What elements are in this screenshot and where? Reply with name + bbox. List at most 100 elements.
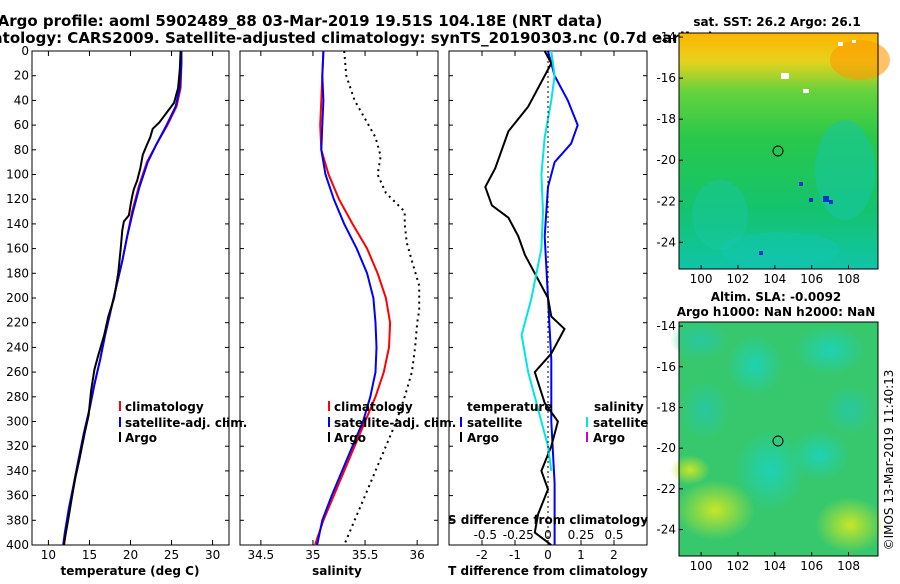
x-tick-label: 36 [410, 548, 425, 562]
map-y-tick-label: -14 [656, 30, 676, 44]
imos-credit: ©IMOS 13-Mar-2019 11:40:13 [882, 370, 896, 551]
x-tick-label: 35.5 [352, 548, 379, 562]
map-x-tick-label: 100 [690, 272, 713, 286]
legend-s-argo: Argo [593, 431, 625, 445]
series-t-satellite [543, 50, 579, 545]
y-tick-label: 20 [14, 69, 29, 83]
temperature-panel: 10 15 20 25 30 0 20 40 60 80 100 120 140 160 180 200 22… [6, 44, 247, 578]
x-tick-label: 2 [610, 548, 618, 562]
x-tick-label: 25 [164, 548, 179, 562]
map-y-tick-label: -22 [656, 482, 676, 496]
map-y-tick-label: -18 [656, 400, 676, 414]
sla-map-title-line1: Altim. SLA: -0.0092 [711, 290, 842, 304]
y-tick-label: 60 [14, 118, 29, 132]
legend-argo: Argo [125, 431, 157, 445]
legend-salinity-title: salinity [594, 400, 644, 414]
series-t-argo [484, 50, 566, 546]
y-tick-label: 100 [6, 168, 29, 182]
map-y-tick-label: -20 [656, 153, 676, 167]
series-argo [343, 50, 421, 546]
sst-map: sat. SST: 26.2 Argo: 26.1 100 102 104 106 10… [656, 15, 890, 286]
argo-location-marker [772, 145, 784, 157]
s-diff-tick-label: -0.25 [503, 528, 534, 542]
y-tick-label: 240 [6, 340, 29, 354]
y-tick-label: 320 [6, 439, 29, 453]
temperature-plot-frame [31, 50, 230, 546]
map-x-tick-label: 102 [727, 272, 750, 286]
y-tick-label: 260 [6, 365, 29, 379]
map-y-tick-label: -22 [656, 194, 676, 208]
map-y-tick-label: -20 [656, 441, 676, 455]
argo-location-marker-2 [772, 435, 784, 447]
s-diff-tick-label: 0 [544, 528, 552, 542]
salinity-xlabel: salinity [312, 564, 362, 578]
y-tick-label: 160 [6, 242, 29, 256]
map-y-tick-label: -16 [656, 360, 676, 374]
x-tick-label: 15 [82, 548, 97, 562]
sla-map: Altim. SLA: -0.0092 Argo h1000: NaN h200… [656, 290, 885, 573]
y-tick-label: 340 [6, 464, 29, 478]
y-tick-label: 120 [6, 192, 29, 206]
map-x-tick-label: 102 [727, 559, 750, 573]
s-difference-label: S difference from climatology [448, 513, 648, 527]
salinity-legend: climatology satellite-adj. clim. Argo [328, 400, 456, 445]
map-y-tick-label: -24 [656, 523, 676, 537]
map-x-tick-label: 100 [690, 559, 713, 573]
x-tick-label: 34.5 [247, 548, 274, 562]
legend-climatology: climatology [125, 400, 204, 414]
map-x-tick-label: 108 [837, 559, 860, 573]
salinity-plot-frame [239, 50, 439, 546]
map-y-tick-label: -18 [656, 112, 676, 126]
series-climatology [63, 51, 183, 546]
series-satellite-adj-clim- [316, 50, 378, 546]
y-tick-label: 180 [6, 266, 29, 280]
sal-legend-climatology: climatology [334, 400, 413, 414]
x-tick-label: -1 [509, 548, 521, 562]
salinity-panel: 34.5 35 35.5 36 salinity climatology satell… [239, 50, 456, 578]
map-x-tick-label: 104 [763, 272, 786, 286]
temperature-xlabel: temperature (deg C) [61, 564, 200, 578]
s-diff-tick-label: 0.25 [568, 528, 595, 542]
map-x-tick-label: 106 [800, 272, 823, 286]
x-tick-label: 35 [305, 548, 320, 562]
map-y-tick-label: -24 [656, 235, 676, 249]
series-argo [63, 50, 182, 546]
map-y-tick-label: -16 [656, 71, 676, 85]
y-tick-label: 280 [6, 390, 29, 404]
map-x-tick-label: 108 [837, 272, 860, 286]
series-climatology [314, 50, 392, 546]
title-line1: Argo profile: aoml 5902489_88 03-Mar-201… [0, 12, 602, 30]
legend-s-satellite: satellite [593, 416, 648, 430]
sla-map-title-line2: Argo h1000: NaN h2000: NaN [677, 305, 876, 319]
y-tick-label: 80 [14, 143, 29, 157]
y-tick-label: 0 [21, 44, 29, 58]
sal-legend-satellite-adj: satellite-adj. clim. [334, 416, 456, 430]
legend-satellite-adj: satellite-adj. clim. [125, 416, 247, 430]
map-x-tick-label: 104 [763, 559, 786, 573]
x-tick-label: -2 [476, 548, 488, 562]
series-satellite-adj-clim- [62, 51, 183, 546]
difference-panel: -2 -1 0 1 2 -0.5 -0.25 0 0.25 0.5 T difference f… [448, 50, 648, 578]
legend-temperature-title: temperature [467, 400, 552, 414]
series-s-satellite [520, 50, 556, 472]
s-diff-tick-label: -0.5 [474, 528, 497, 542]
map-x-tick-label: 106 [800, 559, 823, 573]
y-tick-label: 300 [6, 415, 29, 429]
y-tick-label: 380 [6, 513, 29, 527]
legend-t-satellite: satellite [467, 416, 522, 430]
difference-legend: temperature satellite Argo salinity sate… [460, 400, 648, 445]
y-tick-label: 400 [6, 538, 29, 552]
sal-legend-argo: Argo [334, 431, 366, 445]
sst-map-title: sat. SST: 26.2 Argo: 26.1 [693, 15, 860, 29]
x-tick-label: 20 [123, 548, 138, 562]
x-tick-label: 1 [577, 548, 585, 562]
difference-xlabel: T difference from climatology [448, 564, 648, 578]
map-y-tick-label: -14 [656, 319, 676, 333]
x-tick-label: 0 [544, 548, 552, 562]
s-diff-tick-label: 0.5 [604, 528, 623, 542]
y-tick-label: 200 [6, 291, 29, 305]
y-tick-label: 40 [14, 93, 29, 107]
temperature-legend: climatology satellite-adj. clim. Argo [119, 400, 247, 445]
y-tick-label: 220 [6, 316, 29, 330]
